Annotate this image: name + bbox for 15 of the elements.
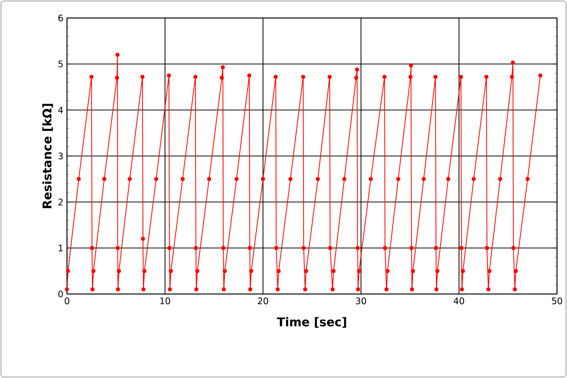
x-tick-label: 40 bbox=[454, 298, 464, 304]
x-tick-label: 20 bbox=[258, 298, 268, 304]
y-tick-label: 6 bbox=[58, 14, 63, 22]
y-tick-label: 3 bbox=[58, 152, 63, 160]
y-tick-label: 1 bbox=[58, 244, 63, 252]
y-tick-label: 4 bbox=[58, 106, 63, 114]
x-axis-title: Time [sec] bbox=[276, 317, 346, 328]
y-tick-label: 0 bbox=[58, 290, 63, 298]
x-tick-label: 50 bbox=[552, 298, 562, 304]
x-tick-label: 30 bbox=[356, 298, 366, 304]
x-tick-label: 10 bbox=[160, 298, 170, 304]
y-tick-label: 5 bbox=[58, 60, 63, 68]
x-tick-label: 0 bbox=[64, 298, 70, 304]
y-tick-label: 2 bbox=[58, 198, 63, 206]
y-axis-title: Resistance [kΩ] bbox=[42, 104, 53, 208]
